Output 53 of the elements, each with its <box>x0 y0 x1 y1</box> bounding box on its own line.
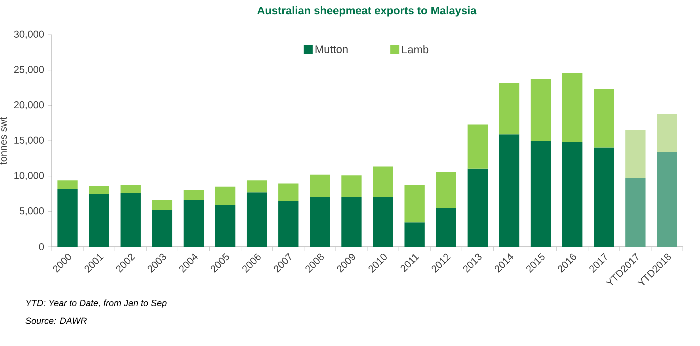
chart-title: Australian sheepmeat exports to Malaysia <box>258 6 477 17</box>
bar <box>594 148 614 247</box>
bar <box>246 180 268 193</box>
text: YTD: Year to Date, from Jan to Sep <box>26 300 167 308</box>
bar <box>246 192 268 247</box>
bar <box>184 190 204 200</box>
bar <box>562 74 583 142</box>
bar <box>89 194 110 247</box>
bar <box>626 178 646 247</box>
bar <box>530 79 552 142</box>
y-tick-label: 5,000 <box>20 208 44 216</box>
bar <box>562 142 583 247</box>
bar <box>278 201 299 247</box>
bar <box>278 184 299 202</box>
bar <box>657 152 678 247</box>
bar <box>310 198 330 247</box>
bar <box>373 198 394 247</box>
bar <box>436 172 456 208</box>
bar <box>89 186 110 194</box>
bar <box>499 83 520 135</box>
y-axis-title: tonnes swt <box>0 117 8 165</box>
bar <box>58 189 78 247</box>
bar <box>530 141 552 247</box>
y-tick-label: 15,000 <box>14 136 44 146</box>
y-tick-label: 0 <box>39 243 44 251</box>
y-tick-label: 25,000 <box>14 66 44 74</box>
bar <box>468 124 488 169</box>
bar <box>58 180 78 190</box>
source-note: Source: DAWR <box>26 318 87 324</box>
bar <box>215 205 236 247</box>
bar <box>342 198 362 247</box>
bar <box>657 114 678 152</box>
bar <box>626 130 646 178</box>
y-tick-label: 20,000 <box>14 102 44 110</box>
bar <box>120 186 141 194</box>
bar <box>152 210 173 247</box>
bar <box>499 134 520 247</box>
bar <box>404 185 425 223</box>
bar <box>436 208 456 247</box>
legend-label: Mutton <box>316 46 348 54</box>
bar <box>310 174 330 198</box>
bar <box>152 200 173 210</box>
legend-label: Lamb <box>402 46 429 54</box>
bar <box>373 166 394 198</box>
bar <box>404 222 425 247</box>
bar <box>184 200 204 247</box>
y-tick-label: 30,000 <box>14 30 44 40</box>
bar <box>342 176 362 198</box>
bar <box>215 186 236 206</box>
y-tick-label: 10,000 <box>14 172 44 180</box>
bar <box>120 193 141 247</box>
bar <box>468 168 488 247</box>
bar <box>594 89 614 148</box>
